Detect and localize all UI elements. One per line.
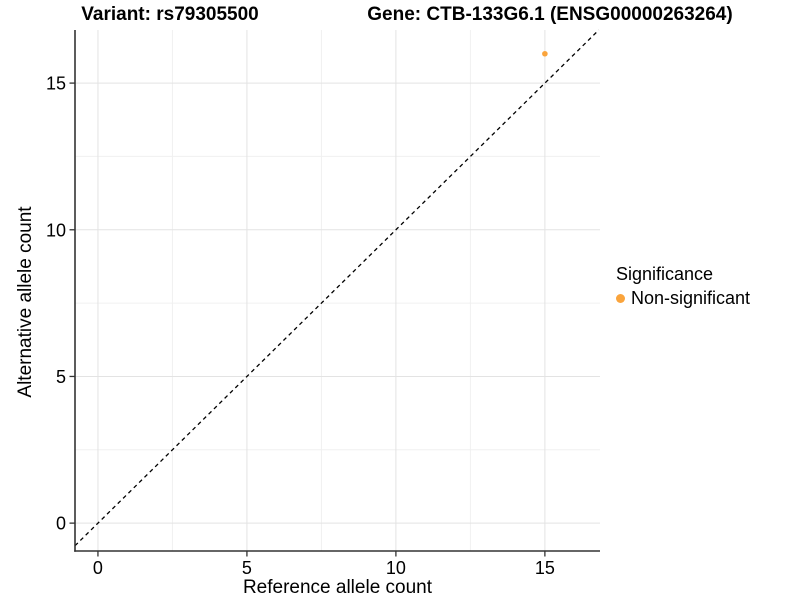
y-axis-label: Alternative allele count [15, 206, 36, 398]
legend-item: Non-significant [616, 287, 750, 309]
plot-title-gene: Gene: CTB-133G6.1 (ENSG00000263264) [367, 4, 733, 25]
data-point [542, 50, 548, 57]
identity-line [74, 29, 600, 547]
y-tick-label: 0 [56, 514, 66, 534]
y-tick-label: 5 [56, 367, 66, 387]
x-tick-label: 10 [386, 558, 406, 578]
x-axis-label: Reference allele count [242, 577, 433, 598]
y-tick-label: 15 [46, 74, 66, 94]
legend-items: Non-significant [616, 287, 750, 309]
x-tick-label: 5 [242, 558, 252, 578]
legend-title: Significance [616, 264, 714, 284]
legend-item-label: Non-significant [631, 288, 751, 308]
legend-key-dot-icon [616, 293, 625, 303]
x-tick-label: 15 [535, 558, 555, 578]
legend: Significance Non-significant [616, 263, 750, 309]
y-tick-label: 10 [46, 220, 66, 240]
x-tick-label: 0 [93, 558, 103, 578]
plot-title-variant: Variant: rs79305500 [81, 4, 259, 25]
